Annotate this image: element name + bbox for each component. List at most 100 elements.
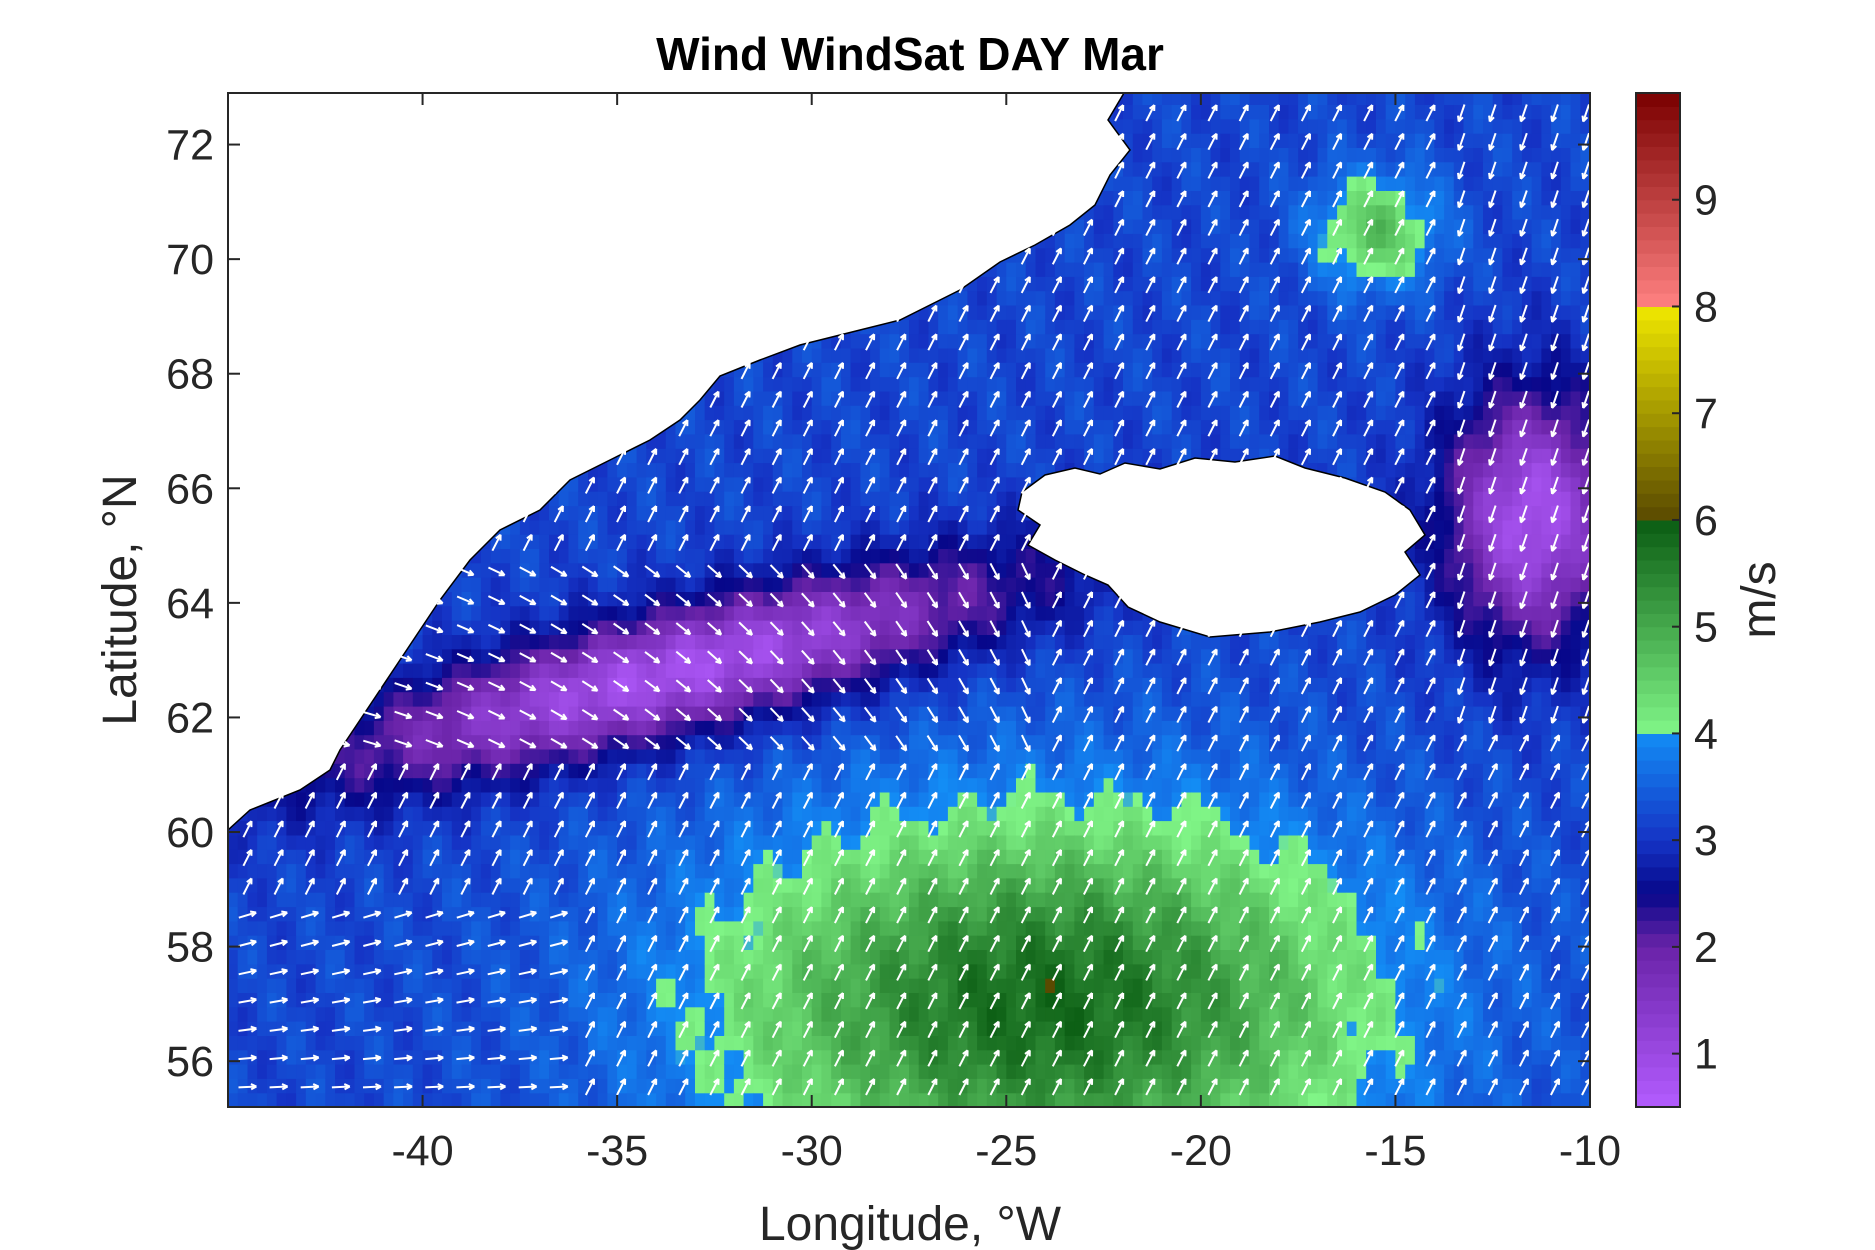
heatmap-cell: [840, 548, 852, 564]
heatmap-cell: [821, 519, 832, 535]
heatmap-cell: [568, 476, 579, 492]
heatmap-cell: [335, 978, 346, 993]
heatmap-cell: [373, 877, 385, 893]
heatmap-cell: [909, 834, 920, 850]
heatmap-cell: [743, 1064, 754, 1079]
heatmap-cell: [626, 1035, 638, 1051]
heatmap-cell: [821, 534, 832, 549]
heatmap-cell: [432, 791, 443, 807]
heatmap-cell: [539, 577, 550, 592]
heatmap-cell: [724, 505, 735, 521]
heatmap-cell: [840, 677, 852, 693]
heatmap-cell: [695, 720, 706, 736]
heatmap-cell: [879, 491, 891, 507]
heatmap-cell: [578, 548, 589, 564]
heatmap-cell: [451, 648, 463, 664]
heatmap-cell: [568, 920, 579, 936]
heatmap-cell: [665, 691, 677, 707]
heatmap-cell: [665, 548, 677, 564]
heatmap-cell: [724, 548, 735, 564]
heatmap-cell: [471, 920, 482, 936]
heatmap-cell: [480, 577, 492, 592]
heatmap-cell: [685, 734, 696, 750]
heatmap-cell: [879, 820, 891, 836]
heatmap-cell: [743, 834, 754, 850]
heatmap-cell: [510, 892, 521, 908]
heatmap-cell: [597, 906, 608, 922]
heatmap-cell: [909, 820, 920, 836]
heatmap-cell: [354, 1035, 365, 1051]
heatmap-cell: [840, 648, 852, 664]
heatmap-cell: [549, 562, 560, 578]
heatmap-cell: [383, 1049, 394, 1065]
heatmap-cell: [354, 992, 365, 1008]
heatmap-cell: [364, 1035, 375, 1051]
heatmap-cell: [753, 677, 764, 693]
heatmap-cell: [373, 777, 385, 793]
heatmap-cell: [840, 720, 852, 736]
heatmap-cell: [588, 777, 599, 793]
heatmap-cell: [490, 663, 501, 678]
heatmap-cell: [305, 1006, 317, 1022]
heatmap-cell: [714, 791, 725, 807]
heatmap-cell: [743, 505, 754, 521]
heatmap-cell: [636, 591, 647, 607]
heatmap-cell: [792, 806, 803, 822]
heatmap-cell: [743, 591, 754, 607]
heatmap-cell: [471, 691, 482, 707]
heatmap-cell: [422, 620, 433, 635]
heatmap-cell: [558, 634, 570, 650]
heatmap-cell: [325, 863, 336, 879]
heatmap-cell: [597, 892, 608, 908]
heatmap-cell: [286, 863, 297, 879]
heatmap-cell: [695, 834, 706, 850]
heatmap-cell: [811, 1092, 822, 1107]
heatmap-cell: [500, 1092, 511, 1107]
heatmap-cell: [354, 1006, 365, 1022]
heatmap-cell: [315, 777, 326, 793]
heatmap-cell: [753, 476, 764, 492]
heatmap-cell: [714, 419, 725, 435]
heatmap-cell: [675, 720, 686, 736]
heatmap-cell: [802, 405, 813, 421]
heatmap-cell: [626, 519, 638, 535]
heatmap-cell: [549, 935, 560, 950]
heatmap-cell: [480, 935, 492, 950]
heatmap-cell: [257, 1049, 268, 1065]
heatmap-cell: [558, 620, 570, 635]
heatmap-cell: [850, 978, 861, 993]
heatmap-cell: [665, 419, 677, 435]
heatmap-cell: [403, 720, 414, 736]
heatmap-cell: [558, 920, 570, 936]
heatmap-cell: [714, 992, 725, 1008]
heatmap-cell: [802, 505, 813, 521]
heatmap-cell: [704, 591, 715, 607]
heatmap-cell: [665, 748, 677, 764]
heatmap-cell: [276, 978, 287, 993]
heatmap-cell: [568, 720, 579, 736]
heatmap-cell: [646, 777, 657, 793]
heatmap-cell: [558, 1064, 570, 1079]
heatmap-cell: [442, 935, 453, 950]
heatmap-cell: [879, 362, 891, 378]
heatmap-cell: [519, 791, 531, 807]
heatmap-cell: [763, 748, 774, 764]
heatmap-cell: [811, 949, 822, 965]
heatmap-cell: [626, 476, 638, 492]
heatmap-cell: [276, 791, 287, 807]
heatmap-cell: [471, 906, 482, 922]
heatmap-cell: [422, 863, 433, 879]
heatmap-cell: [510, 691, 521, 707]
heatmap-cell: [315, 978, 326, 993]
heatmap-cell: [724, 992, 735, 1008]
heatmap-cell: [860, 906, 871, 922]
heatmap-cell: [909, 1049, 920, 1065]
heatmap-cell: [840, 1078, 852, 1094]
heatmap-cell: [724, 1006, 735, 1022]
heatmap-cell: [480, 863, 492, 879]
heatmap-cell: [899, 319, 910, 335]
heatmap-cell: [675, 777, 686, 793]
heatmap-cell: [461, 863, 472, 879]
heatmap-cell: [432, 648, 443, 664]
heatmap-cell: [549, 791, 560, 807]
